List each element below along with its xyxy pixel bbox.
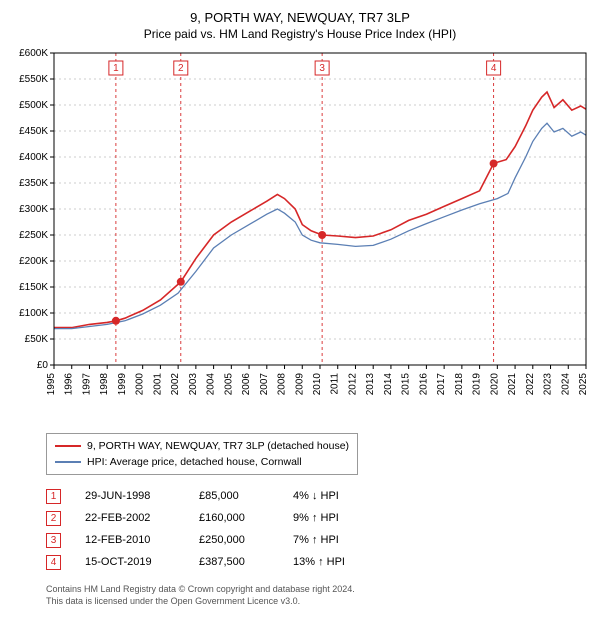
- attribution-footer: Contains HM Land Registry data © Crown c…: [46, 583, 592, 613]
- svg-text:3: 3: [319, 63, 325, 74]
- svg-text:1995: 1995: [46, 373, 57, 396]
- footer-line: Contains HM Land Registry data © Crown c…: [46, 583, 592, 595]
- svg-text:£200K: £200K: [19, 256, 48, 267]
- svg-text:2004: 2004: [206, 373, 217, 396]
- legend-label: HPI: Average price, detached house, Corn…: [87, 454, 302, 470]
- transaction-delta: 9% ↑ HPI: [293, 512, 383, 524]
- transactions-table: 1 29-JUN-1998 £85,000 4% ↓ HPI 2 22-FEB-…: [46, 485, 592, 573]
- svg-text:2014: 2014: [383, 373, 394, 396]
- svg-text:2025: 2025: [578, 373, 589, 396]
- svg-text:£100K: £100K: [19, 308, 48, 319]
- svg-text:2010: 2010: [312, 373, 323, 396]
- svg-text:£400K: £400K: [19, 152, 48, 163]
- transaction-date: 12-FEB-2010: [85, 534, 175, 546]
- page-title: 9, PORTH WAY, NEWQUAY, TR7 3LP: [8, 10, 592, 25]
- svg-text:2024: 2024: [560, 373, 571, 396]
- footer-line: This data is licensed under the Open Gov…: [46, 595, 592, 607]
- svg-text:2: 2: [178, 63, 184, 74]
- svg-text:2007: 2007: [259, 373, 270, 396]
- marker-number-icon: 1: [46, 489, 61, 504]
- svg-text:2009: 2009: [294, 373, 305, 396]
- transaction-delta: 13% ↑ HPI: [293, 556, 383, 568]
- svg-text:2022: 2022: [525, 373, 536, 396]
- svg-text:2015: 2015: [401, 373, 412, 396]
- transaction-price: £160,000: [199, 512, 269, 524]
- svg-text:2002: 2002: [170, 373, 181, 396]
- svg-text:£300K: £300K: [19, 204, 48, 215]
- svg-text:2006: 2006: [241, 373, 252, 396]
- svg-text:1: 1: [113, 63, 119, 74]
- svg-text:1997: 1997: [81, 373, 92, 396]
- svg-text:2005: 2005: [223, 373, 234, 396]
- svg-text:£250K: £250K: [19, 230, 48, 241]
- page-subtitle: Price paid vs. HM Land Registry's House …: [8, 27, 592, 41]
- svg-text:£350K: £350K: [19, 178, 48, 189]
- svg-text:2016: 2016: [418, 373, 429, 396]
- table-row: 2 22-FEB-2002 £160,000 9% ↑ HPI: [46, 507, 592, 529]
- svg-text:1996: 1996: [64, 373, 75, 396]
- svg-text:2008: 2008: [277, 373, 288, 396]
- svg-text:2011: 2011: [330, 373, 341, 395]
- svg-text:£550K: £550K: [19, 74, 48, 85]
- transaction-date: 22-FEB-2002: [85, 512, 175, 524]
- table-row: 1 29-JUN-1998 £85,000 4% ↓ HPI: [46, 485, 592, 507]
- svg-text:2003: 2003: [188, 373, 199, 396]
- svg-text:£600K: £600K: [19, 48, 48, 59]
- svg-text:£450K: £450K: [19, 126, 48, 137]
- transaction-date: 29-JUN-1998: [85, 490, 175, 502]
- svg-text:2017: 2017: [436, 373, 447, 396]
- svg-text:2023: 2023: [543, 373, 554, 396]
- svg-text:2020: 2020: [489, 373, 500, 396]
- svg-text:1998: 1998: [99, 373, 110, 396]
- transaction-price: £250,000: [199, 534, 269, 546]
- svg-text:1999: 1999: [117, 373, 128, 396]
- svg-text:£500K: £500K: [19, 100, 48, 111]
- transaction-price: £85,000: [199, 490, 269, 502]
- transaction-date: 15-OCT-2019: [85, 556, 175, 568]
- svg-text:£150K: £150K: [19, 282, 48, 293]
- legend: 9, PORTH WAY, NEWQUAY, TR7 3LP (detached…: [46, 433, 358, 475]
- table-row: 3 12-FEB-2010 £250,000 7% ↑ HPI: [46, 529, 592, 551]
- transaction-delta: 4% ↓ HPI: [293, 490, 383, 502]
- legend-item: HPI: Average price, detached house, Corn…: [55, 454, 349, 470]
- svg-text:2018: 2018: [454, 373, 465, 396]
- svg-text:2001: 2001: [152, 373, 163, 396]
- transaction-price: £387,500: [199, 556, 269, 568]
- table-row: 4 15-OCT-2019 £387,500 13% ↑ HPI: [46, 551, 592, 573]
- svg-text:2012: 2012: [347, 373, 358, 396]
- legend-label: 9, PORTH WAY, NEWQUAY, TR7 3LP (detached…: [87, 438, 349, 454]
- transaction-delta: 7% ↑ HPI: [293, 534, 383, 546]
- marker-number-icon: 3: [46, 533, 61, 548]
- svg-text:4: 4: [491, 63, 497, 74]
- marker-number-icon: 4: [46, 555, 61, 570]
- legend-swatch: [55, 445, 81, 447]
- price-chart: £0 £50K £100K £150K £200K £250K £300K £350K £400…: [8, 47, 592, 427]
- marker-number-icon: 2: [46, 511, 61, 526]
- svg-text:£50K: £50K: [25, 334, 49, 345]
- svg-text:£0: £0: [37, 360, 49, 371]
- legend-item: 9, PORTH WAY, NEWQUAY, TR7 3LP (detached…: [55, 438, 349, 454]
- svg-text:2013: 2013: [365, 373, 376, 396]
- legend-swatch: [55, 461, 81, 463]
- svg-text:2019: 2019: [472, 373, 483, 396]
- svg-text:2000: 2000: [135, 373, 146, 396]
- svg-text:2021: 2021: [507, 373, 518, 396]
